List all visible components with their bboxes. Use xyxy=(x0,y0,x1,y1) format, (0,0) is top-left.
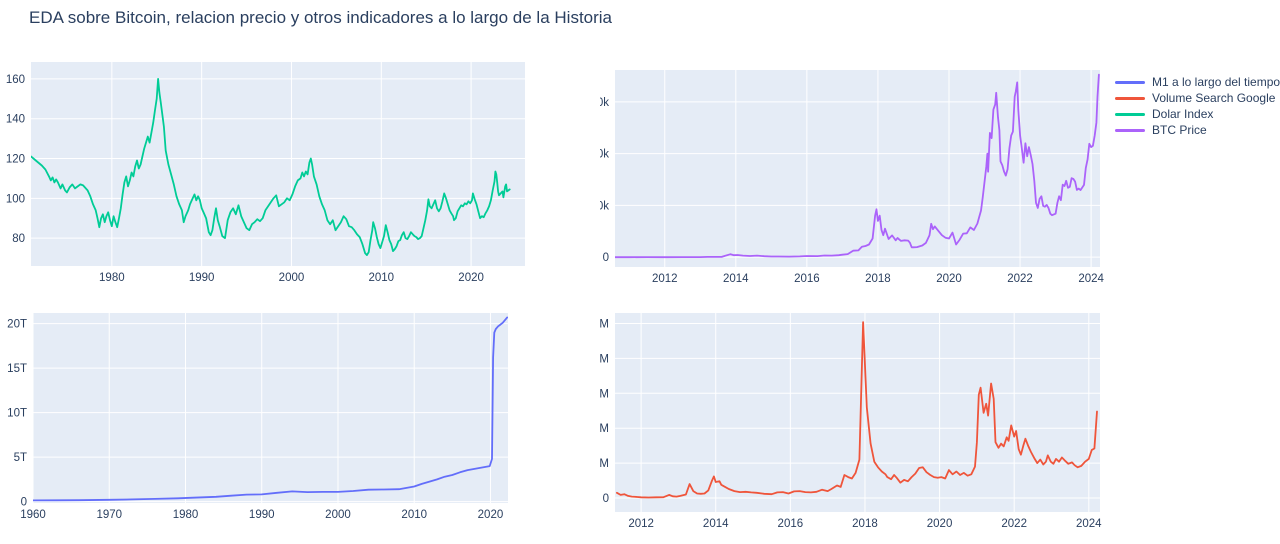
dolar-index-plot-svg[interactable]: 1980 1990 2000 2010 2020 80 100 120 140 160 xyxy=(0,55,540,297)
volume-search-plot-svg[interactable]: 2012 2014 2016 2018 2020 2022 2024 0 5M 10M 15M 20M… xyxy=(587,300,1112,540)
y-tick-label: 100 xyxy=(6,193,25,205)
legend-item-btc[interactable]: BTC Price xyxy=(1115,122,1280,138)
volume-search-line[interactable] xyxy=(616,321,1098,499)
page-title: EDA sobre Bitcoin, relacion precio y otr… xyxy=(29,8,613,27)
y-tick-label: 10M xyxy=(600,423,609,435)
legend-label: M1 a lo largo del tiempo xyxy=(1152,75,1280,89)
x-tick-label: 2020 xyxy=(936,273,962,285)
legend-label: Dolar Index xyxy=(1152,107,1214,121)
y-tick-label: 15M xyxy=(600,388,609,400)
y-tick-label: 10T xyxy=(7,408,27,420)
y-tick-label: 160 xyxy=(6,74,25,86)
x-tick-label: 1990 xyxy=(249,509,275,521)
legend-item-m1[interactable]: M1 a lo largo del tiempo xyxy=(1115,74,1280,90)
x-tick-label: 2020 xyxy=(458,272,484,284)
x-tick-label: 1970 xyxy=(96,509,122,521)
chart-dolar-index[interactable]: 1980 1990 2000 2010 2020 80 100 120 140 160 xyxy=(0,55,540,302)
x-tick-label: 2000 xyxy=(279,272,305,284)
x-tick-label: 1980 xyxy=(99,272,125,284)
x-tick-label: 2016 xyxy=(794,273,820,285)
plot-area[interactable] xyxy=(31,62,525,266)
y-tick-label: 0 xyxy=(603,252,609,264)
x-tick-label: 1990 xyxy=(189,272,215,284)
plot-area[interactable] xyxy=(615,70,1100,267)
x-tick-label: 2010 xyxy=(368,272,394,284)
x-tick-label: 1980 xyxy=(173,509,199,521)
x-tick-label: 2012 xyxy=(628,518,654,530)
plot-area[interactable] xyxy=(615,313,1100,512)
m1-line[interactable] xyxy=(33,316,508,502)
volume-line-swatch-icon xyxy=(1115,96,1145,100)
x-tick-label: 1960 xyxy=(20,509,46,521)
x-tick-label: 2012 xyxy=(652,273,678,285)
y-tick-label: 0 xyxy=(21,497,27,509)
x-tick-label: 2020 xyxy=(478,509,504,521)
chart-volume-search[interactable]: 2012 2014 2016 2018 2020 2022 2024 0 5M 10M 15M 20M… xyxy=(587,300,1112,544)
y-tick-label: 40k xyxy=(600,149,609,161)
y-tick-label: 5M xyxy=(600,458,609,470)
btc-line-swatch-icon xyxy=(1115,128,1145,132)
plot-area[interactable] xyxy=(33,313,508,503)
x-tick-label: 2022 xyxy=(1007,273,1033,285)
x-tick-label: 2000 xyxy=(325,509,351,521)
legend-item-dolar[interactable]: Dolar Index xyxy=(1115,106,1280,122)
x-tick-label: 2024 xyxy=(1076,518,1102,530)
y-tick-label: 20T xyxy=(7,319,27,331)
y-tick-label: 25M xyxy=(600,318,609,330)
btc-price-plot-svg[interactable]: 2012 2014 2016 2018 2020 2022 2024 0 20k 40k 60k xyxy=(590,55,1112,297)
chart-m1[interactable]: 1960 1970 1980 1990 2000 2010 2020 0 5T 10T 15T 20T xyxy=(0,300,540,544)
dolar-index-line[interactable] xyxy=(31,78,511,256)
m1-plot-svg[interactable]: 1960 1970 1980 1990 2000 2010 2020 0 5T 10T 15T 20T xyxy=(0,300,540,540)
legend-item-volume[interactable]: Volume Search Google xyxy=(1115,90,1280,106)
x-tick-label: 2020 xyxy=(927,518,953,530)
x-tick-label: 2018 xyxy=(865,273,891,285)
m1-line-swatch-icon xyxy=(1115,80,1145,84)
y-tick-label: 20k xyxy=(600,200,609,212)
y-tick-label: 20M xyxy=(600,353,609,365)
x-tick-label: 2018 xyxy=(852,518,878,530)
btc-price-line[interactable] xyxy=(615,73,1100,259)
x-tick-label: 2022 xyxy=(1001,518,1027,530)
x-tick-label: 2016 xyxy=(778,518,804,530)
x-tick-label: 2010 xyxy=(401,509,427,521)
y-tick-label: 5T xyxy=(14,452,27,464)
y-tick-label: 60k xyxy=(600,97,609,109)
legend-label: BTC Price xyxy=(1152,123,1207,137)
y-tick-label: 0 xyxy=(603,493,609,505)
dolar-line-swatch-icon xyxy=(1115,112,1145,116)
x-tick-label: 2014 xyxy=(703,518,729,530)
x-tick-label: 2024 xyxy=(1078,273,1104,285)
y-tick-label: 140 xyxy=(6,114,25,126)
y-tick-label: 80 xyxy=(12,233,25,245)
legend: M1 a lo largo del tiempo Volume Search Go… xyxy=(1115,74,1280,138)
chart-btc-price[interactable]: 2012 2014 2016 2018 2020 2022 2024 0 20k 40k 60k xyxy=(590,55,1112,302)
y-tick-label: 15T xyxy=(7,363,27,375)
y-tick-label: 120 xyxy=(6,154,25,166)
legend-label: Volume Search Google xyxy=(1152,91,1276,105)
x-tick-label: 2014 xyxy=(723,273,749,285)
